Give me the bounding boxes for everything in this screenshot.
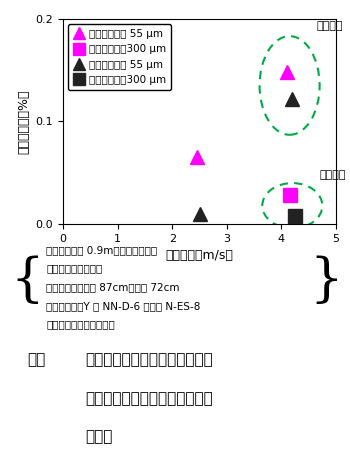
Text: {: {	[10, 255, 44, 306]
Text: 凡例の数値は平均粒子径: 凡例の数値は平均粒子径	[46, 319, 115, 329]
Text: 図３: 図３	[27, 353, 45, 368]
Text: 散布境界から 0.9m離れた地点の値: 散布境界から 0.9m離れた地点の値	[46, 245, 157, 255]
Text: 供試機：乗用防除機: 供試機：乗用防除機	[46, 263, 103, 273]
Text: }: }	[309, 255, 343, 306]
Legend: カバー無　　 55 μm, カバー無　　300 μm, カバー有　　 55 μm, カバー有　　300 μm: カバー無 55 μm, カバー無 300 μm, カバー有 55 μm, カバー…	[68, 24, 172, 90]
Text: 粒子径大: 粒子径大	[320, 170, 346, 180]
X-axis label: 平均風速（m/s）: 平均風速（m/s）	[166, 249, 233, 262]
Text: 粒子径小: 粒子径小	[317, 21, 343, 31]
Y-axis label: ドリフト率（%）: ドリフト率（%）	[17, 89, 30, 154]
Text: の比較: の比較	[85, 430, 112, 445]
Text: 散布ノズル：Y 社 NN-D-6 および N-ES-8: 散布ノズル：Y 社 NN-D-6 および N-ES-8	[46, 301, 201, 311]
Text: 子径の違いにおけるドリフト率: 子径の違いにおけるドリフト率	[85, 391, 212, 406]
Text: 散布条件：噴霧高 87cm、樹高 72cm: 散布条件：噴霧高 87cm、樹高 72cm	[46, 282, 180, 292]
Text: 飛散防止カバーの有無と平均粒: 飛散防止カバーの有無と平均粒	[85, 353, 212, 368]
